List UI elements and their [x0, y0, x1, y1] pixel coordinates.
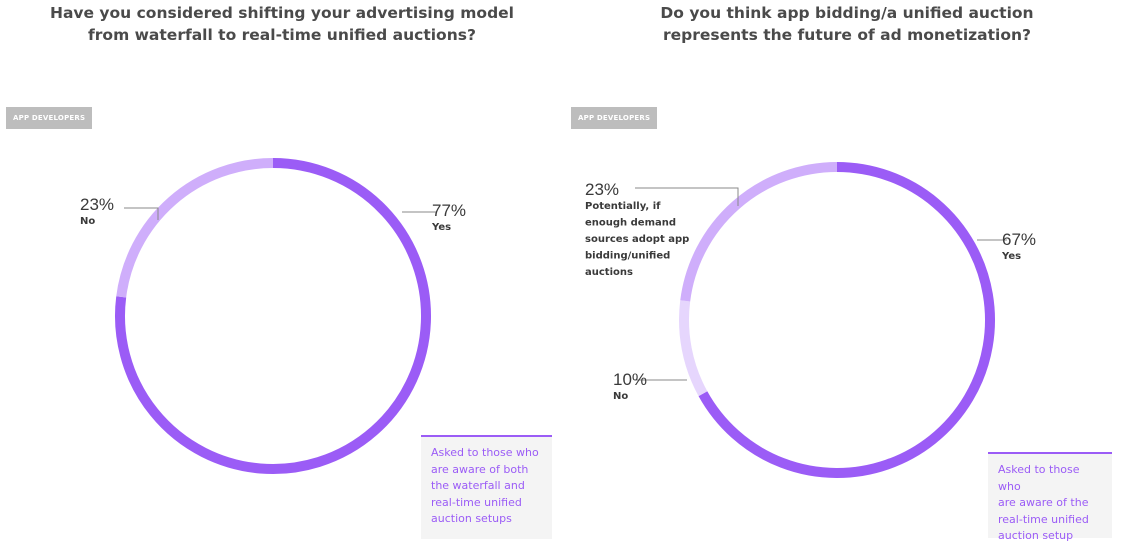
segment-percent: 77%	[432, 201, 466, 220]
note-line: are aware of both	[431, 462, 529, 476]
donut-segment	[680, 162, 838, 302]
segment-label: auctions	[585, 267, 633, 278]
segment-percent: 10%	[613, 370, 647, 389]
donut-segment	[115, 158, 431, 474]
donut-segment	[698, 162, 995, 478]
segment-label: No	[80, 216, 95, 227]
title-line: represents the future of ad monetization…	[662, 26, 1032, 44]
note-line: real-time unified	[431, 495, 522, 509]
segment-label: bidding/unified	[585, 251, 670, 262]
chart-title: Do you think app bidding/a unified aucti…	[565, 2, 1129, 46]
chart-title: Have you considered shifting your advert…	[0, 2, 564, 46]
leader-line	[635, 187, 739, 206]
segment-percent: 67%	[1002, 230, 1036, 249]
segment-label: Potentially, if	[585, 201, 661, 212]
chart-panel-right: Do you think app bidding/a unified aucti…	[565, 0, 1129, 546]
donut-chart: 67% Yes 10% No 23% Potentially, if enough dema…	[585, 162, 1036, 478]
segment-label: Yes	[431, 222, 451, 233]
segment-label: Yes	[1001, 251, 1021, 262]
leader-line	[124, 207, 159, 220]
segment-percent: 23%	[80, 195, 114, 214]
donut-segment	[116, 158, 274, 298]
note-line: Asked to those who	[998, 463, 1080, 493]
donut-segment	[679, 300, 708, 397]
audience-badge: APP DEVELOPERS	[6, 107, 93, 129]
title-line: from waterfall to real-time unified auct…	[88, 26, 476, 44]
note-line: real-time unified	[998, 512, 1089, 526]
chart-panel-left: Have you considered shifting your advert…	[0, 0, 564, 546]
note-line: auction setups	[431, 512, 512, 525]
note-line: auction setup	[998, 529, 1074, 542]
survey-note: Asked to those who are aware of the real…	[988, 452, 1112, 542]
donut-chart: 77% Yes 23% No	[80, 158, 466, 474]
note-line: Asked to those who	[431, 446, 539, 459]
note-line: are aware of the	[998, 496, 1089, 509]
segment-label: sources adopt app	[585, 234, 689, 245]
segment-percent: 23%	[585, 180, 619, 199]
title-line: Do you think app bidding/a unified aucti…	[660, 4, 1034, 22]
title-line: Have you considered shifting your advert…	[49, 4, 514, 22]
audience-badge: APP DEVELOPERS	[571, 107, 658, 129]
survey-note: Asked to those who are aware of both the…	[421, 435, 552, 539]
segment-label: No	[613, 391, 628, 402]
segment-label: enough demand	[585, 218, 676, 229]
note-line: the waterfall and	[431, 479, 525, 492]
